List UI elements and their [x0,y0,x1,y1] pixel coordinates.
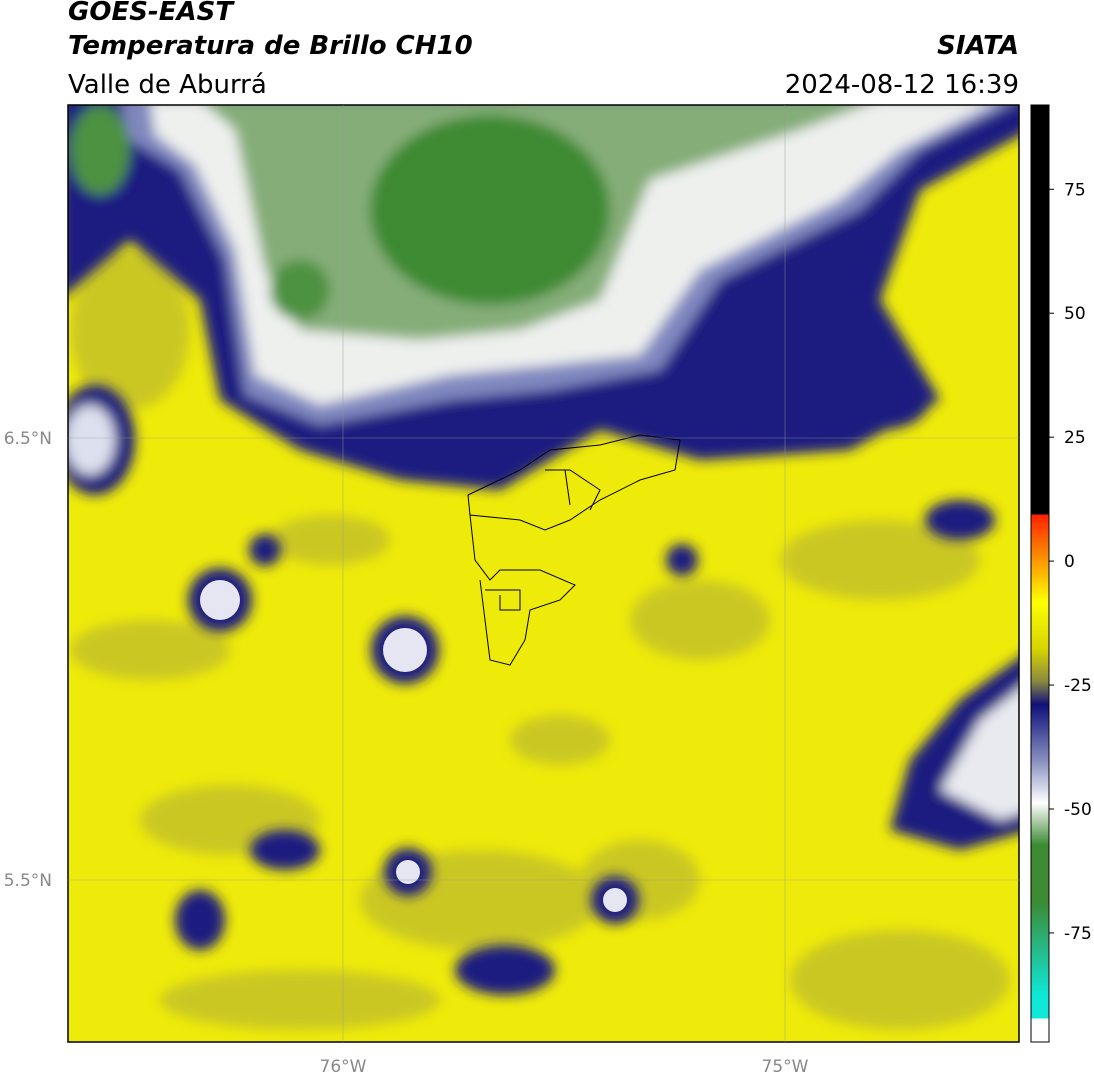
colorbar-label: 25 [1064,428,1086,448]
colorbar-label: -25 [1064,676,1092,696]
colorbar-label: 0 [1064,552,1075,572]
colorbar-label: 75 [1064,180,1086,200]
region: Valle de Aburrá [68,70,267,100]
lon-label: 76°W [320,1057,367,1077]
lon-label: 75°W [762,1057,809,1077]
colorbar-label: -75 [1064,924,1092,944]
colorbar-label: 50 [1064,304,1086,324]
subtitle: Temperatura de Brillo CH10 [68,31,473,61]
map-frame [67,104,1020,1043]
map-image [68,105,1019,1042]
lat-label: 5.5°N [4,871,52,891]
organization: SIATA [937,31,1019,61]
datetime: 2024-08-12 16:39 [785,70,1019,100]
colorbar [1030,104,1050,1043]
title: GOES-EAST [68,0,235,27]
colorbar-label: -50 [1064,800,1092,820]
lat-label: 6.5°N [4,429,52,449]
